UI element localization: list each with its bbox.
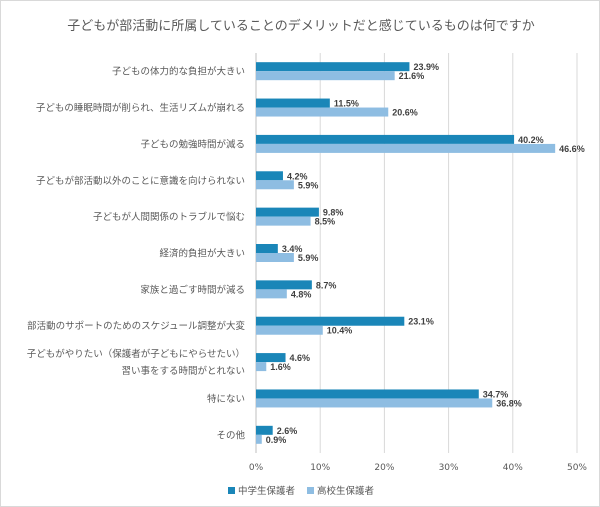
- category-label: 特にない: [207, 393, 245, 405]
- data-label: 4.6%: [290, 353, 311, 363]
- data-label: 9.8%: [323, 208, 344, 218]
- data-label: 40.2%: [518, 135, 544, 145]
- bar: [256, 389, 479, 399]
- data-label: 8.7%: [316, 280, 337, 290]
- data-label: 5.9%: [298, 180, 319, 190]
- legend-item: 高校生保護者: [307, 483, 374, 497]
- category-label: 子どもの勉強時間が減る: [140, 138, 245, 150]
- bar: [256, 280, 312, 290]
- bar: [256, 216, 311, 226]
- bar: [256, 134, 515, 144]
- category-label: 家族と過ごす時間が減る: [140, 284, 245, 296]
- bar: [256, 71, 395, 81]
- data-label: 1.6%: [270, 362, 291, 372]
- data-label: 21.6%: [399, 71, 425, 81]
- bar: [256, 98, 330, 108]
- bar: [256, 289, 287, 299]
- x-tick-label: 50%: [567, 463, 587, 473]
- category-label: 子どもの睡眠時間が削られ、生活リズムが崩れる: [36, 102, 245, 114]
- chart-title: 子どもが部活動に所属していることのデメリットだと感じているものは何ですか: [67, 19, 535, 34]
- data-label: 4.2%: [287, 171, 308, 181]
- bar: [256, 62, 410, 72]
- x-tick-label: 40%: [503, 463, 523, 473]
- category-label: 子どもの体力的な負担が大きい: [112, 66, 245, 78]
- bar: [256, 253, 294, 262]
- bar: [256, 425, 273, 435]
- bar: [256, 107, 389, 117]
- bar: [256, 398, 493, 408]
- data-label: 2.6%: [277, 426, 298, 436]
- legend-swatch: [227, 486, 235, 494]
- x-tick-label: 30%: [439, 463, 459, 473]
- bar: [256, 353, 286, 363]
- data-label: 0.9%: [266, 435, 287, 445]
- x-tick-label: 20%: [374, 463, 394, 473]
- bar: [256, 316, 405, 326]
- bar: [256, 362, 267, 372]
- bar: [256, 143, 556, 153]
- data-label: 34.7%: [483, 389, 509, 399]
- data-label: 23.1%: [408, 317, 434, 327]
- category-label: 子どもが部活動以外のことに意識を向けられない: [36, 175, 245, 187]
- data-label: 23.9%: [413, 62, 439, 72]
- category-label: 部活動のサポートのためのスケジュール調整が大変: [27, 320, 245, 332]
- data-label: 46.6%: [559, 144, 585, 154]
- category-label: 子どもがやりたい（保護者が子どもにやらせたい）: [27, 348, 245, 360]
- bar: [256, 325, 323, 335]
- bar: [256, 180, 294, 190]
- legend-swatch: [307, 486, 314, 494]
- bar: [256, 244, 278, 253]
- x-tick-label: 0%: [249, 463, 264, 473]
- data-label: 8.5%: [315, 217, 336, 227]
- legend-label: 中学生保護者: [237, 486, 295, 497]
- bar: [256, 207, 319, 217]
- data-label: 10.4%: [327, 326, 353, 336]
- x-tick-label: 10%: [310, 463, 330, 473]
- legend-label: 高校生保護者: [317, 486, 375, 497]
- data-label: 36.8%: [496, 398, 522, 408]
- bar: [256, 171, 283, 181]
- data-label: 11.5%: [334, 99, 359, 109]
- bar: [256, 434, 262, 444]
- data-label: 3.4%: [282, 244, 303, 254]
- data-label: 20.6%: [392, 108, 418, 118]
- category-label: 経済的負担が大きい: [159, 248, 245, 260]
- data-label: 5.9%: [298, 253, 319, 263]
- legend-item: 中学生保護者: [227, 483, 295, 497]
- category-label: その他: [216, 429, 245, 441]
- category-label: 子どもが人間関係のトラブルで悩む: [93, 211, 245, 223]
- data-label: 4.8%: [291, 289, 312, 299]
- category-label: 習い事をする時間がとれない: [121, 365, 245, 377]
- legend: 中学生保護者 高校生保護者: [1, 483, 599, 497]
